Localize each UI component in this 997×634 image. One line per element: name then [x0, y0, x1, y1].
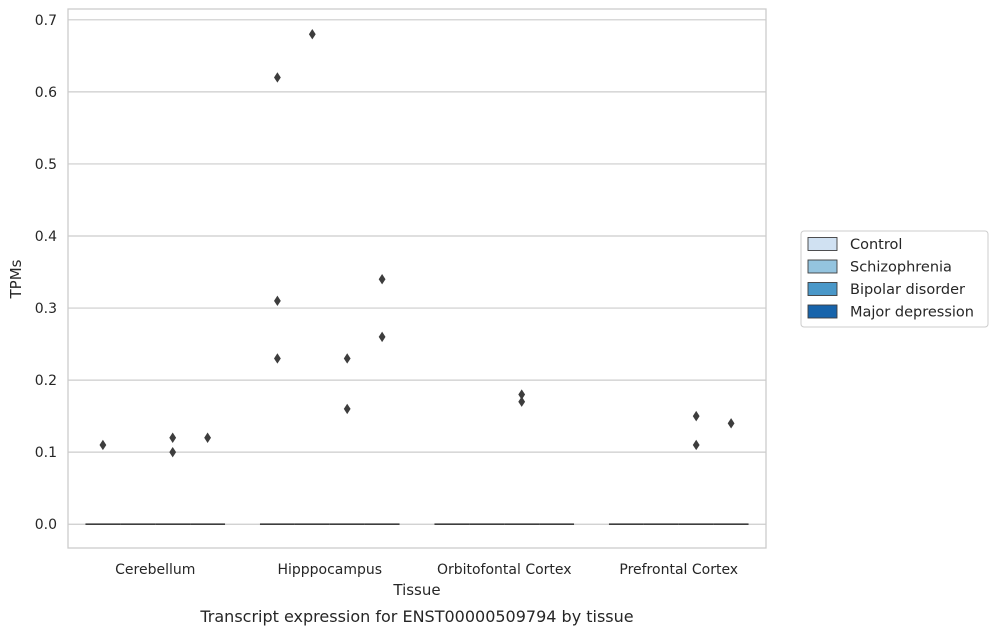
legend-label: Control: [850, 237, 902, 253]
x-tick-label: Cerebellum: [115, 562, 195, 578]
y-tick-label: 0.0: [35, 517, 57, 533]
y-tick-label: 0.5: [35, 157, 57, 173]
legend: Control Schizophrenia Bipolar disorder Majo…: [800, 230, 989, 328]
plot-frame: [67, 8, 767, 549]
y-tick-label: 0.3: [35, 301, 57, 317]
grid-lines: [68, 19, 766, 525]
x-axis-label: Tissue: [392, 581, 440, 599]
legend-swatch: [807, 237, 838, 251]
outlier-point: [518, 396, 526, 407]
outlier-point: [169, 432, 177, 443]
y-tick-label: 0.1: [35, 445, 57, 461]
outlier-point: [692, 410, 700, 422]
chart-caption: Transcript expression for ENST0000050979…: [199, 607, 633, 626]
legend-label: Bipolar disorder: [850, 282, 965, 298]
outlier-point: [343, 353, 351, 364]
legend-label: Major depression: [850, 305, 974, 321]
outlier-point: [274, 295, 281, 307]
y-tick-label: 0.6: [35, 85, 57, 101]
y-tick-label: 0.4: [35, 229, 57, 245]
x-axis-ticks: Cerebellum Hipppocampus Orbitofontal Corte…: [115, 562, 738, 578]
outlier-point: [169, 446, 177, 458]
outlier-point: [378, 274, 386, 285]
x-tick-label: Hipppocampus: [277, 562, 382, 578]
outlier-point: [692, 439, 700, 451]
legend-swatch: [807, 282, 838, 296]
y-axis-label: TPMs: [7, 259, 25, 299]
legend-swatch: [807, 304, 838, 319]
legend-swatch: [807, 259, 838, 274]
outlier-point: [518, 389, 526, 400]
outlier-point: [308, 29, 316, 40]
outlier-point: [274, 353, 281, 364]
outlier-layer: [99, 29, 735, 458]
outlier-point: [99, 439, 107, 451]
y-axis-ticks: 0.0 0.1 0.2 0.3 0.4 0.5 0.6 0.7: [35, 13, 57, 533]
outlier-point: [274, 72, 281, 83]
outlier-point: [343, 403, 351, 415]
legend-frame: [800, 230, 989, 328]
legend-label: Schizophrenia: [850, 260, 952, 276]
y-tick-label: 0.7: [35, 13, 57, 29]
outlier-point: [378, 331, 386, 343]
outlier-point: [727, 418, 735, 429]
outlier-point: [204, 432, 211, 443]
x-tick-label: Prefrontal Cortex: [619, 562, 738, 578]
x-tick-label: Orbitofontal Cortex: [437, 562, 572, 578]
y-tick-label: 0.2: [35, 373, 57, 389]
